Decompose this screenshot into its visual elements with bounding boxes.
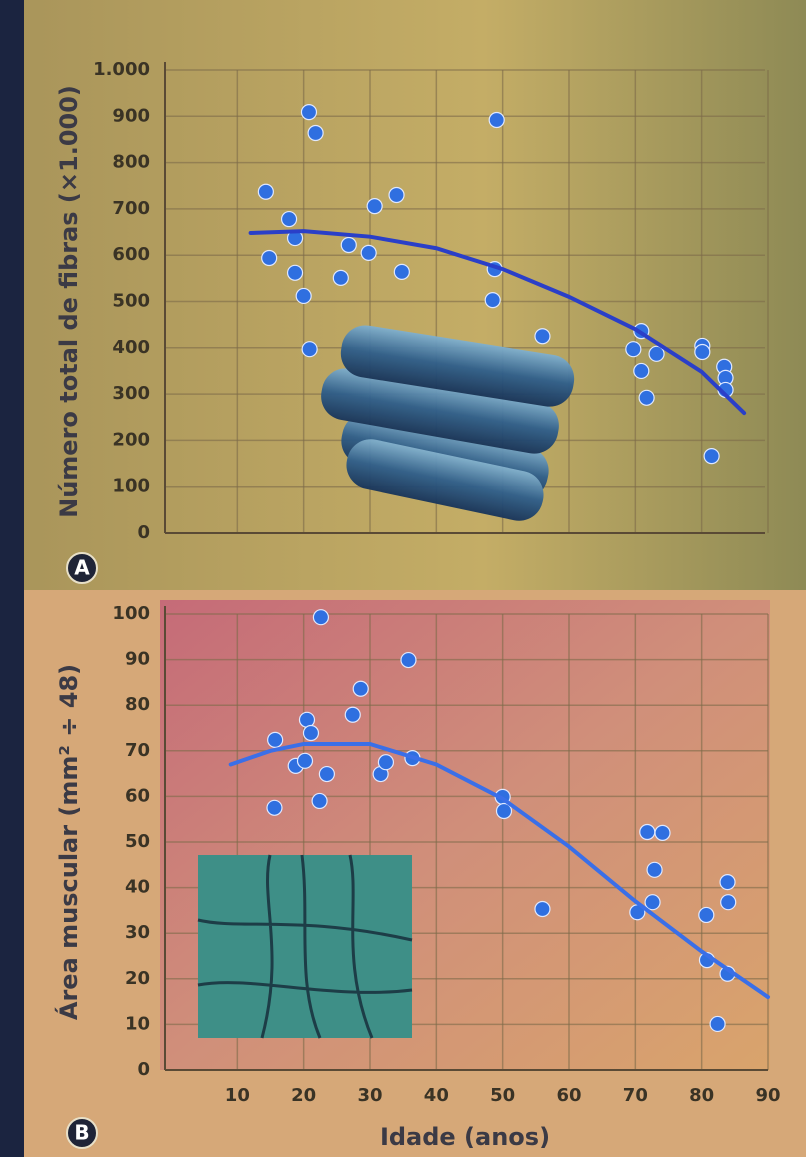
y-tick-label: 500 bbox=[112, 291, 150, 312]
y-tick-label: 0 bbox=[137, 1059, 150, 1080]
x-tick-label: 60 bbox=[556, 1085, 581, 1106]
data-point bbox=[389, 188, 404, 203]
data-point bbox=[645, 895, 660, 910]
panel-letter: B bbox=[74, 1121, 89, 1145]
y-axis-label: Área muscular (mm² ÷ 48) bbox=[54, 664, 83, 1020]
y-tick-label: 400 bbox=[112, 337, 150, 358]
y-tick-label: 70 bbox=[125, 740, 150, 761]
data-point bbox=[720, 875, 735, 890]
data-point bbox=[695, 344, 710, 359]
data-point bbox=[639, 390, 654, 405]
data-point bbox=[258, 184, 273, 199]
data-point bbox=[296, 288, 311, 303]
data-point bbox=[647, 862, 662, 877]
data-point bbox=[353, 681, 368, 696]
data-point bbox=[704, 449, 719, 464]
y-tick-label: 200 bbox=[112, 429, 150, 450]
data-point bbox=[303, 726, 318, 741]
y-tick-label: 10 bbox=[125, 1013, 150, 1034]
data-point bbox=[319, 767, 334, 782]
data-point bbox=[626, 342, 641, 357]
data-point bbox=[361, 245, 376, 260]
y-tick-label: 60 bbox=[125, 785, 150, 806]
data-point bbox=[535, 329, 550, 344]
x-tick-label: 10 bbox=[225, 1085, 250, 1106]
y-tick-label: 90 bbox=[125, 649, 150, 670]
y-tick-label: 80 bbox=[125, 694, 150, 715]
data-point bbox=[262, 250, 277, 265]
data-point bbox=[297, 753, 312, 768]
x-tick-label: 50 bbox=[490, 1085, 515, 1106]
data-point bbox=[634, 363, 649, 378]
data-point bbox=[721, 895, 736, 910]
muscle-micrograph bbox=[198, 855, 412, 1038]
data-point bbox=[341, 238, 356, 253]
data-point bbox=[302, 342, 317, 357]
panel-letter: A bbox=[74, 556, 90, 580]
data-point bbox=[345, 707, 360, 722]
y-tick-label: 20 bbox=[125, 968, 150, 989]
y-tick-label: 30 bbox=[125, 922, 150, 943]
y-tick-label: 300 bbox=[112, 383, 150, 404]
figure: 01002003004005006007008009001.000Número … bbox=[0, 0, 806, 1157]
y-tick-label: 800 bbox=[112, 152, 150, 173]
left-strip bbox=[0, 0, 24, 1157]
y-tick-label: 100 bbox=[112, 603, 150, 624]
x-tick-label: 70 bbox=[623, 1085, 648, 1106]
y-tick-label: 900 bbox=[112, 105, 150, 126]
x-tick-label: 80 bbox=[689, 1085, 714, 1106]
data-point bbox=[485, 293, 500, 308]
data-point bbox=[313, 610, 328, 625]
data-point bbox=[301, 105, 316, 120]
data-point bbox=[308, 125, 323, 140]
y-tick-label: 50 bbox=[125, 831, 150, 852]
data-point bbox=[333, 270, 348, 285]
data-point bbox=[535, 902, 550, 917]
x-tick-label: 20 bbox=[291, 1085, 316, 1106]
y-tick-label: 700 bbox=[112, 198, 150, 219]
data-point bbox=[288, 265, 303, 280]
y-tick-label: 100 bbox=[112, 476, 150, 497]
x-tick-label: 30 bbox=[357, 1085, 382, 1106]
y-axis-label: Número total de fibras (×1.000) bbox=[55, 85, 83, 518]
x-tick-label: 40 bbox=[424, 1085, 449, 1106]
data-point bbox=[378, 755, 393, 770]
data-point bbox=[367, 199, 382, 214]
data-point bbox=[489, 113, 504, 128]
data-point bbox=[268, 732, 283, 747]
y-tick-label: 1.000 bbox=[93, 59, 150, 80]
x-axis-label: Idade (anos) bbox=[380, 1123, 550, 1151]
data-point bbox=[640, 824, 655, 839]
x-tick-label: 90 bbox=[755, 1085, 780, 1106]
data-point bbox=[282, 212, 297, 227]
data-point bbox=[394, 264, 409, 279]
data-point bbox=[710, 1016, 725, 1031]
y-tick-label: 600 bbox=[112, 244, 150, 265]
data-point bbox=[401, 653, 416, 668]
data-point bbox=[655, 825, 670, 840]
data-point bbox=[699, 907, 714, 922]
data-point bbox=[267, 800, 282, 815]
y-tick-label: 0 bbox=[137, 522, 150, 543]
y-tick-label: 40 bbox=[125, 877, 150, 898]
data-point bbox=[312, 793, 327, 808]
